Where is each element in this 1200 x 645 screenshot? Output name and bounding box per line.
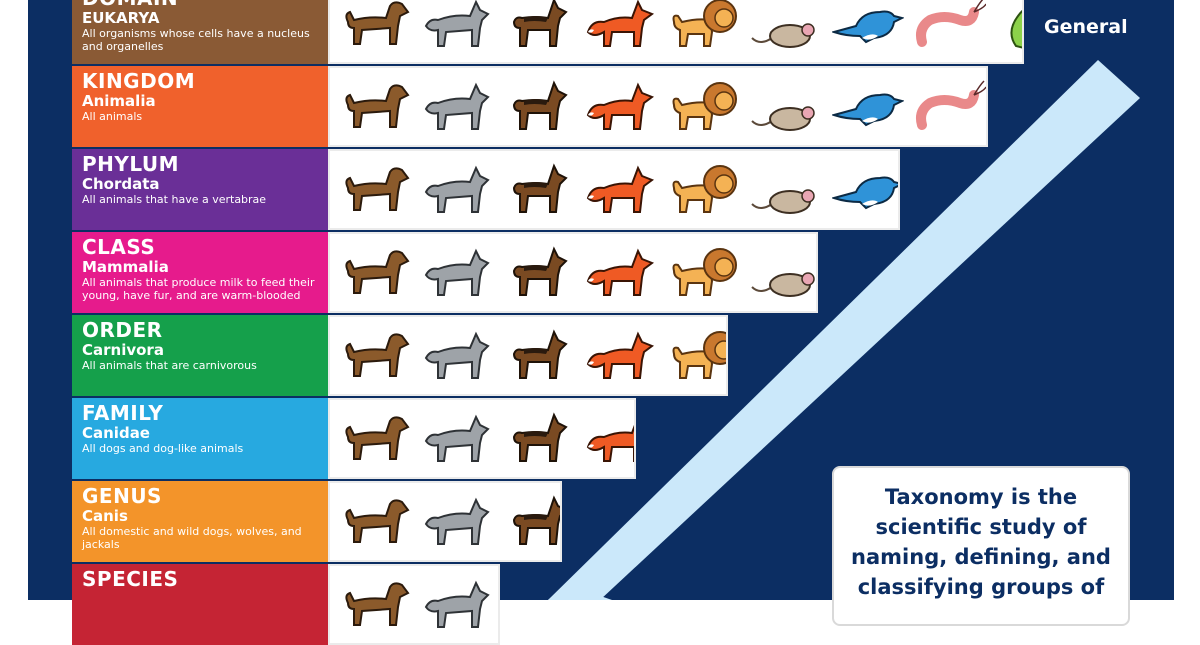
rank-label-panel: CLASS Mammalia All animals that produce mi… (72, 232, 328, 313)
dog-icon (340, 407, 422, 471)
fox-icon (586, 75, 668, 139)
wolf-icon (422, 324, 504, 388)
wolf-icon (422, 407, 504, 471)
lion-icon (668, 75, 750, 139)
rank-description: All animals that produce milk to feed th… (82, 276, 315, 302)
wolf-icon (422, 241, 504, 305)
member-animals-strip (328, 66, 988, 147)
member-animals-strip (328, 315, 728, 396)
rank-label-panel: KINGDOM Animalia All animals (72, 66, 328, 147)
member-animals-strip (328, 232, 818, 313)
shrimp-icon (914, 75, 986, 139)
fox-icon (586, 324, 668, 388)
dog-icon (340, 573, 422, 637)
fox-icon (586, 158, 668, 222)
fox-icon (586, 0, 668, 56)
taxon-name: Canis (82, 507, 128, 525)
rank-row-phylum: PHYLUM Chordata All animals that have a ve… (72, 149, 900, 230)
dog-icon (340, 75, 422, 139)
rank-row-order: ORDER Carnivora All animals that are carni… (72, 315, 728, 396)
rank-row-family: FAMILY Canidae All dogs and dog-like anima… (72, 398, 636, 479)
callout-text: Taxonomy is the scientific study of nami… (851, 485, 1111, 599)
taxon-name: EUKARYA (82, 9, 160, 27)
taxon-name: Canidae (82, 424, 150, 442)
wolf-icon (422, 158, 504, 222)
bird-icon (832, 75, 914, 139)
dog-icon (340, 490, 422, 554)
wolf-icon (422, 75, 504, 139)
taxon-name: Chordata (82, 175, 160, 193)
wolf-icon (422, 490, 504, 554)
lion-icon (668, 241, 750, 305)
fox-icon (586, 241, 668, 305)
rank-row-class: CLASS Mammalia All animals that produce mi… (72, 232, 818, 313)
member-animals-strip (328, 564, 500, 645)
dog-icon (340, 158, 422, 222)
taxon-name: Animalia (82, 92, 156, 110)
general-to-specific-arrow (548, 60, 1140, 600)
rank-label-panel: DOMAINEUKARYAAll organisms whose cells h… (72, 0, 328, 64)
jackal-icon (504, 324, 586, 388)
rank-description: All dogs and dog-like animals (82, 442, 244, 455)
rank-row-kingdom: KINGDOM Animalia All animals (72, 66, 988, 147)
mouse-icon (750, 158, 832, 222)
member-animals-strip (328, 0, 1024, 64)
fox-icon (586, 407, 634, 471)
rank-name: SPECIES (82, 567, 179, 591)
rank-name: PHYLUM (82, 152, 180, 176)
jackal-icon (504, 490, 560, 554)
rank-description: All organisms whose cells have a nucleus… (82, 27, 310, 53)
member-animals-strip (328, 481, 562, 562)
rank-row-species: SPECIES (72, 564, 500, 645)
member-animals-strip (328, 149, 900, 230)
taxon-name: Mammalia (82, 258, 169, 276)
rank-description: All animals (82, 110, 143, 123)
dog-icon (340, 0, 422, 56)
jackal-icon (504, 241, 586, 305)
general-label: General (1044, 16, 1128, 38)
rank-label-panel: SPECIES (72, 564, 328, 645)
taxonomy-definition-callout: Taxonomy is the scientific study of nami… (832, 466, 1130, 626)
rank-label-panel: ORDER Carnivora All animals that are carni… (72, 315, 328, 396)
rank-label-panel: GENUS Canis All domestic and wild dogs, wo… (72, 481, 328, 562)
dog-icon (340, 241, 422, 305)
rank-name: GENUS (82, 484, 162, 508)
lion-icon (668, 324, 726, 388)
rank-name: KINGDOM (82, 69, 196, 93)
rank-name: DOMAIN (82, 0, 318, 9)
jackal-icon (504, 0, 586, 56)
rank-description: All animals that are carnivorous (82, 359, 257, 372)
member-animals-strip (328, 398, 636, 479)
rank-label-panel: FAMILY Canidae All dogs and dog-like anima… (72, 398, 328, 479)
rank-name: ORDER (82, 318, 163, 342)
dog-icon (340, 324, 422, 388)
bird-icon (832, 0, 914, 56)
mouse-icon (750, 241, 816, 305)
jackal-icon (504, 158, 586, 222)
wolf-icon (422, 573, 498, 637)
bacterium-icon (996, 0, 1022, 56)
rank-name: FAMILY (82, 401, 164, 425)
rank-description: All domestic and wild dogs, wolves, and … (82, 525, 302, 551)
jackal-icon (504, 407, 586, 471)
taxon-name: Carnivora (82, 341, 164, 359)
rank-description: All animals that have a vertabrae (82, 193, 267, 206)
mouse-icon (750, 0, 832, 56)
rank-row-genus: GENUS Canis All domestic and wild dogs, wo… (72, 481, 562, 562)
rank-label-panel: PHYLUM Chordata All animals that have a ve… (72, 149, 328, 230)
jackal-icon (504, 75, 586, 139)
lion-icon (668, 0, 750, 56)
rank-name: CLASS (82, 235, 156, 259)
shrimp-icon (914, 0, 996, 56)
rank-row-domain: DOMAINEUKARYAAll organisms whose cells h… (72, 0, 1024, 64)
bird-icon (832, 158, 898, 222)
mouse-icon (750, 75, 832, 139)
wolf-icon (422, 0, 504, 56)
lion-icon (668, 158, 750, 222)
